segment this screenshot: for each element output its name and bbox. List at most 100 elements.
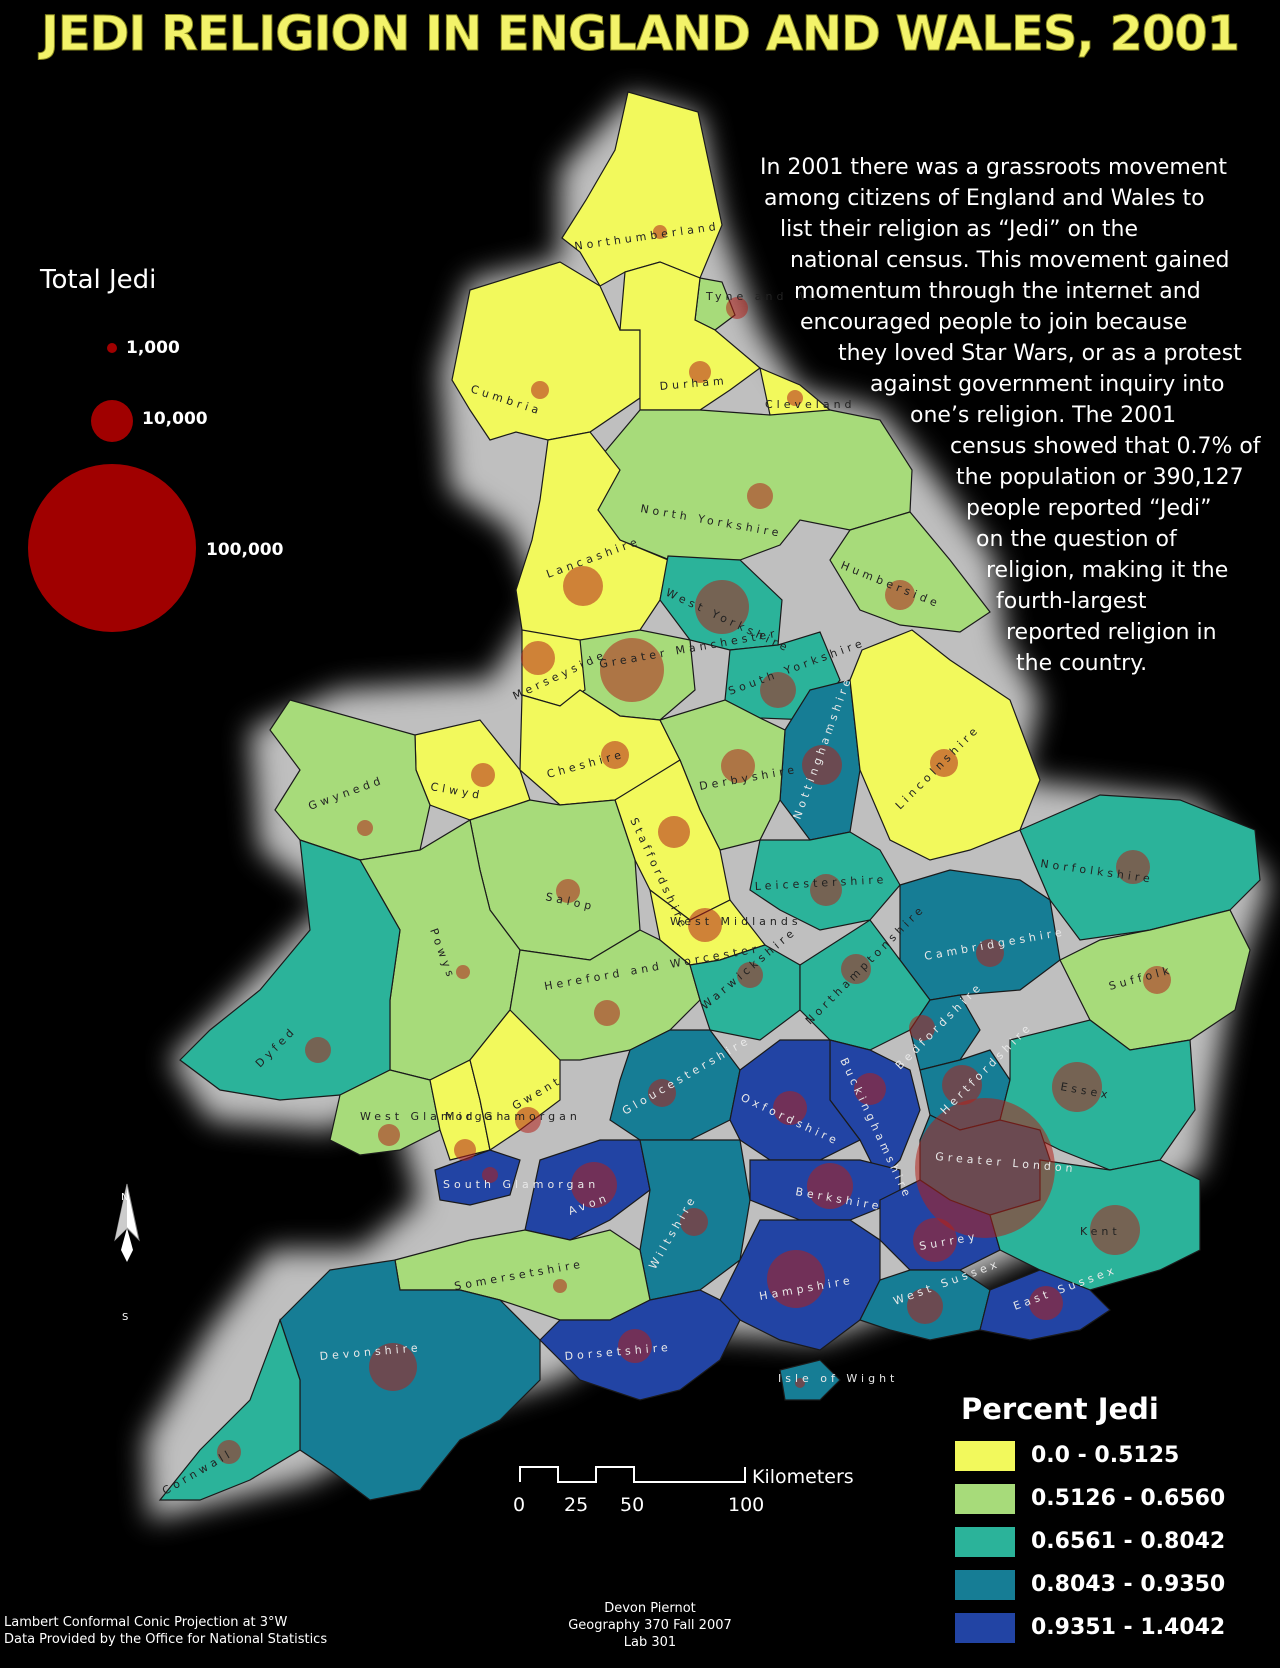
jedi-total-symbol-dorsetshire bbox=[618, 1329, 652, 1363]
region-label-durham: Durham bbox=[659, 374, 728, 393]
jedi-total-symbol-berkshire bbox=[807, 1163, 853, 1209]
legend-swatch bbox=[955, 1526, 1015, 1557]
jedi-total-symbol-wiltshire bbox=[680, 1208, 708, 1236]
jedi-total-symbol-devonshire bbox=[369, 1343, 417, 1391]
jedi-total-symbol-somersetshire bbox=[553, 1279, 567, 1293]
jedi-total-symbol-merseyside bbox=[521, 641, 555, 675]
jedi-total-symbol-avon bbox=[571, 1162, 617, 1208]
scale-tick-0: 0 bbox=[513, 1494, 526, 1516]
region-label-west-glamorgan: West Glamorgan bbox=[360, 1110, 507, 1123]
footer-left: Lambert Conformal Conic Projection at 3°… bbox=[4, 1614, 327, 1648]
region-isle-of-wight bbox=[779, 1359, 841, 1401]
footer-center: Devon Piernot Geography 370 Fall 2007 La… bbox=[520, 1600, 780, 1651]
lab-name: Lab 301 bbox=[623, 1635, 677, 1650]
jedi-total-symbol-east-sussex bbox=[1029, 1286, 1063, 1320]
scale-tick-25: 25 bbox=[564, 1494, 589, 1516]
map-title: JEDI RELIGION IN ENGLAND AND WALES, 2001 bbox=[40, 6, 1240, 63]
jedi-total-symbol-surrey bbox=[913, 1218, 957, 1262]
percent-legend-row: 0.8043 - 0.9350 bbox=[955, 1563, 1225, 1606]
jedi-total-symbol-isle-of-wight bbox=[795, 1378, 805, 1388]
jedi-total-symbol-derbyshire bbox=[721, 749, 755, 783]
jedi-total-symbol-west-yorkshire bbox=[695, 580, 749, 634]
jedi-total-symbol-gwent bbox=[515, 1107, 541, 1133]
jedi-total-symbol-salop bbox=[556, 879, 580, 903]
region-dyfed bbox=[179, 839, 401, 1101]
jedi-total-symbol-suffolk bbox=[1143, 966, 1171, 994]
region-label-cleveland: Cleveland bbox=[765, 398, 856, 411]
jedi-total-symbol-south-glamorgan bbox=[482, 1167, 498, 1183]
jedi-total-symbol-humberside bbox=[885, 580, 915, 610]
jedi-total-symbol-nottinghamshire bbox=[802, 745, 842, 785]
description-line: the country. bbox=[1016, 651, 1148, 676]
jedi-total-symbol-west-glamorgan bbox=[378, 1124, 400, 1146]
region-humberside bbox=[829, 511, 991, 633]
region-label-isle-of-wight: Isle of Wight bbox=[778, 1372, 898, 1385]
total-legend-label-1000: 1,000 bbox=[126, 338, 180, 358]
north-arrow-icon bbox=[114, 1183, 140, 1262]
percent-legend-row: 0.9351 - 1.4042 bbox=[955, 1606, 1225, 1649]
percent-legend-row: 0.0 - 0.5125 bbox=[955, 1434, 1225, 1477]
jedi-total-symbol-essex bbox=[1052, 1062, 1102, 1112]
jedi-total-symbol-south-yorkshire bbox=[760, 672, 796, 708]
author-name: Devon Piernot bbox=[604, 1601, 696, 1616]
jedi-total-symbol-oxfordshire bbox=[773, 1091, 807, 1125]
proportional-symbols bbox=[217, 225, 1171, 1464]
jedi-total-symbol-hampshire bbox=[767, 1250, 825, 1308]
compass-south-label: S bbox=[122, 1312, 129, 1323]
legend-circle-10000 bbox=[91, 400, 133, 442]
scale-bar bbox=[519, 1466, 746, 1483]
legend-class-label: 0.5126 - 0.6560 bbox=[1031, 1486, 1226, 1511]
jedi-total-symbol-greater-manchester bbox=[600, 638, 664, 702]
projection-note: Lambert Conformal Conic Projection at 3°… bbox=[4, 1615, 288, 1630]
percent-legend-title: Percent Jedi bbox=[961, 1392, 1159, 1426]
description-line: among citizens of England and Wales to bbox=[764, 186, 1205, 211]
jedi-total-symbol-tyne-and-wear bbox=[726, 297, 748, 319]
legend-swatch bbox=[955, 1483, 1015, 1514]
description-line: momentum through the internet and bbox=[794, 279, 1201, 304]
region-cornwall bbox=[158, 1318, 301, 1501]
description-text: In 2001 there was a grassroots movement a… bbox=[760, 152, 1261, 679]
jedi-total-symbol-north-yorkshire bbox=[747, 483, 773, 509]
percent-legend-row: 0.5126 - 0.6560 bbox=[955, 1477, 1225, 1520]
description-line: the population or 390,127 bbox=[956, 465, 1244, 490]
description-line: reported religion in bbox=[1006, 620, 1217, 645]
region-label-kent: Kent bbox=[1080, 1225, 1121, 1238]
jedi-total-symbol-northumberland bbox=[653, 225, 667, 239]
description-line: In 2001 there was a grassroots movement bbox=[760, 155, 1227, 180]
region-durham bbox=[619, 261, 761, 411]
region-label-south-glamorgan: South Glamorgan bbox=[443, 1178, 599, 1191]
jedi-total-symbol-hertfordshire bbox=[942, 1065, 982, 1105]
data-source-note: Data Provided by the Office for National… bbox=[4, 1632, 328, 1647]
course-name: Geography 370 Fall 2007 bbox=[568, 1618, 732, 1633]
jedi-total-symbol-mid-glamorgan bbox=[454, 1139, 476, 1161]
jedi-total-symbol-cheshire bbox=[601, 741, 629, 769]
total-legend-title: Total Jedi bbox=[40, 265, 157, 295]
jedi-total-symbol-buckinghamshire bbox=[854, 1073, 886, 1105]
legend-swatch bbox=[955, 1440, 1015, 1471]
description-line: census showed that 0.7% of bbox=[950, 434, 1261, 459]
jedi-total-symbol-powys bbox=[456, 965, 470, 979]
legend-class-label: 0.8043 - 0.9350 bbox=[1031, 1572, 1226, 1597]
description-line: national census. This movement gained bbox=[790, 248, 1230, 273]
jedi-total-symbol-cleveland bbox=[787, 390, 803, 406]
region-label-tyne-and-wear: Tyne and Wear bbox=[705, 290, 839, 303]
jedi-total-symbol-durham bbox=[689, 361, 711, 383]
description-line: fourth-largest bbox=[996, 589, 1147, 614]
jedi-total-symbol-gwynedd bbox=[357, 820, 373, 836]
jedi-total-symbol-clwyd bbox=[471, 763, 495, 787]
legend-swatch bbox=[955, 1612, 1015, 1643]
jedi-total-symbol-lancashire bbox=[563, 566, 603, 606]
scale-unit-label: Kilometers bbox=[752, 1466, 854, 1488]
jedi-total-symbol-greater-london bbox=[915, 1098, 1055, 1238]
jedi-total-symbol-cornwall bbox=[217, 1440, 241, 1464]
jedi-total-symbol-staffordshire bbox=[658, 816, 690, 848]
jedi-total-symbol-lincolnshire bbox=[930, 749, 958, 777]
description-line: against government inquiry into bbox=[870, 372, 1225, 397]
description-line: on the question of bbox=[976, 527, 1177, 552]
legend-class-label: 0.0 - 0.5125 bbox=[1031, 1443, 1180, 1468]
legend-circle-1000 bbox=[107, 343, 117, 353]
scale-tick-100: 100 bbox=[728, 1494, 765, 1516]
jedi-total-symbol-norfolkshire bbox=[1116, 850, 1150, 884]
jedi-total-symbol-cumbria bbox=[531, 381, 549, 399]
